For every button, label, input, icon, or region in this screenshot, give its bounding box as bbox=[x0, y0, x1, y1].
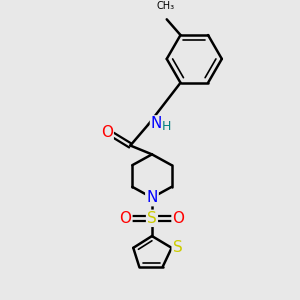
Text: H: H bbox=[162, 120, 171, 133]
Text: O: O bbox=[172, 211, 184, 226]
Text: O: O bbox=[119, 211, 131, 226]
Text: N: N bbox=[151, 116, 162, 131]
Text: CH₃: CH₃ bbox=[157, 2, 175, 11]
Text: S: S bbox=[147, 211, 157, 226]
Text: O: O bbox=[101, 125, 113, 140]
Text: S: S bbox=[173, 240, 182, 255]
Text: N: N bbox=[146, 190, 158, 205]
